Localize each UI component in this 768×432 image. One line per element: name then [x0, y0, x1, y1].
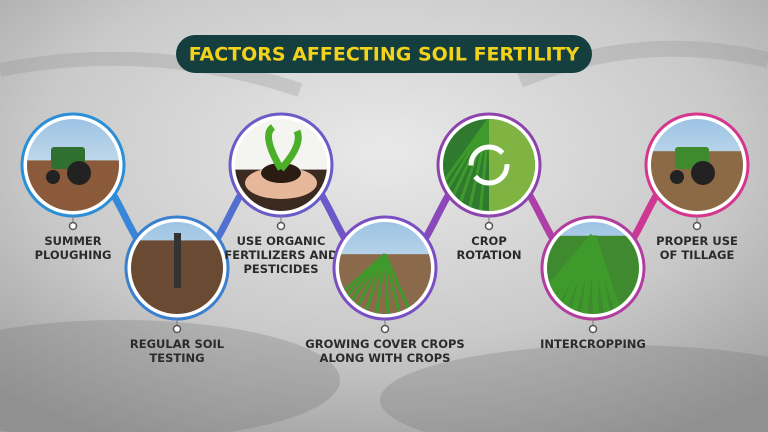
crop-row	[383, 253, 413, 314]
factor-label: OF TILLAGE	[660, 248, 735, 262]
factor-label: FERTILIZERS AND	[224, 248, 337, 262]
crop-row	[375, 253, 387, 314]
factor-label: PLOUGHING	[35, 248, 112, 262]
soil-pile	[261, 163, 301, 183]
factor-label: PESTICIDES	[243, 262, 318, 276]
factor-label: CROP	[471, 234, 507, 248]
soil-texture	[0, 40, 768, 432]
title-pill	[176, 35, 592, 73]
sprout	[265, 124, 302, 172]
crop-row	[363, 253, 387, 314]
factor-label: PROPER USE	[656, 234, 738, 248]
pointer-dot	[588, 324, 598, 334]
pointer-dot	[68, 221, 78, 231]
factor-label: SUMMER	[44, 234, 101, 248]
factor-label: INTERCROPPING	[540, 337, 646, 351]
crop-row	[479, 119, 491, 211]
wheel	[67, 161, 91, 185]
factor-label: USE ORGANIC	[237, 234, 326, 248]
factor-label: ALONG WITH CROPS	[320, 351, 451, 365]
factor-image	[547, 222, 639, 314]
factor-label: ROTATION	[456, 248, 521, 262]
crop-row	[590, 234, 622, 314]
crop-row	[443, 119, 491, 211]
pointer-dot	[172, 324, 182, 334]
crop-row	[383, 253, 401, 314]
wheel	[670, 170, 684, 184]
factor: INTERCROPPING	[540, 215, 646, 351]
factor-image	[131, 222, 223, 314]
pointer-dot	[692, 221, 702, 231]
factor-label: TESTING	[149, 351, 204, 365]
crop-row	[383, 254, 390, 314]
probe	[174, 233, 181, 288]
crop-row	[467, 119, 491, 211]
factor-label: GROWING COVER CROPS	[305, 337, 464, 351]
factor-label: REGULAR SOIL	[130, 337, 225, 351]
crop-row	[352, 253, 387, 314]
wheel	[46, 170, 60, 184]
pointer-dot	[276, 221, 286, 231]
pointer-dot	[380, 324, 390, 334]
rotation-icon	[468, 144, 510, 186]
factor-image	[27, 119, 119, 211]
pointer-dot	[484, 221, 494, 231]
wheel	[691, 161, 715, 185]
title: FACTORS AFFECTING SOIL FERTILITY	[189, 44, 580, 66]
